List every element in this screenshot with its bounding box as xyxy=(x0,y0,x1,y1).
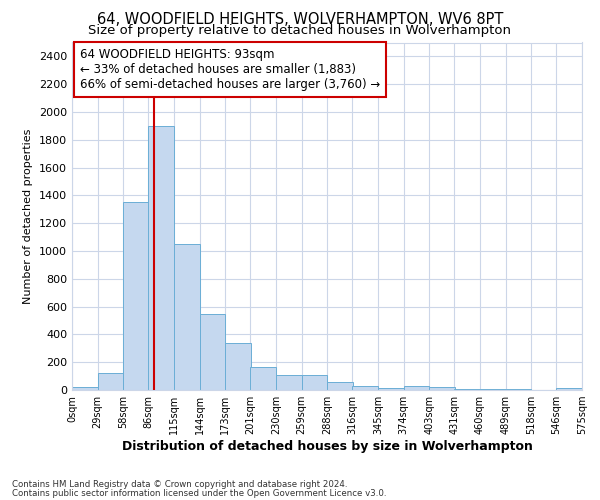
Bar xyxy=(556,388,582,390)
Bar xyxy=(98,372,124,390)
Bar xyxy=(276,374,302,390)
Text: 64, WOODFIELD HEIGHTS, WOLVERHAMPTON, WV6 8PT: 64, WOODFIELD HEIGHTS, WOLVERHAMPTON, WV… xyxy=(97,12,503,28)
Bar xyxy=(454,388,480,390)
Bar xyxy=(200,314,226,390)
Bar xyxy=(124,202,149,390)
Bar xyxy=(250,367,276,390)
Bar xyxy=(72,387,98,390)
Bar xyxy=(302,374,328,390)
Bar xyxy=(480,388,506,390)
Text: 64 WOODFIELD HEIGHTS: 93sqm
← 33% of detached houses are smaller (1,883)
66% of : 64 WOODFIELD HEIGHTS: 93sqm ← 33% of det… xyxy=(80,48,380,90)
Text: Contains HM Land Registry data © Crown copyright and database right 2024.: Contains HM Land Registry data © Crown c… xyxy=(12,480,347,489)
Y-axis label: Number of detached properties: Number of detached properties xyxy=(23,128,34,304)
X-axis label: Distribution of detached houses by size in Wolverhampton: Distribution of detached houses by size … xyxy=(122,440,532,453)
Bar xyxy=(352,386,378,390)
Bar xyxy=(174,244,200,390)
Bar xyxy=(430,387,455,390)
Text: Contains public sector information licensed under the Open Government Licence v3: Contains public sector information licen… xyxy=(12,488,386,498)
Bar xyxy=(226,344,251,390)
Bar xyxy=(148,126,174,390)
Bar xyxy=(328,382,353,390)
Bar xyxy=(404,386,430,390)
Text: Size of property relative to detached houses in Wolverhampton: Size of property relative to detached ho… xyxy=(89,24,511,37)
Bar xyxy=(378,388,404,390)
